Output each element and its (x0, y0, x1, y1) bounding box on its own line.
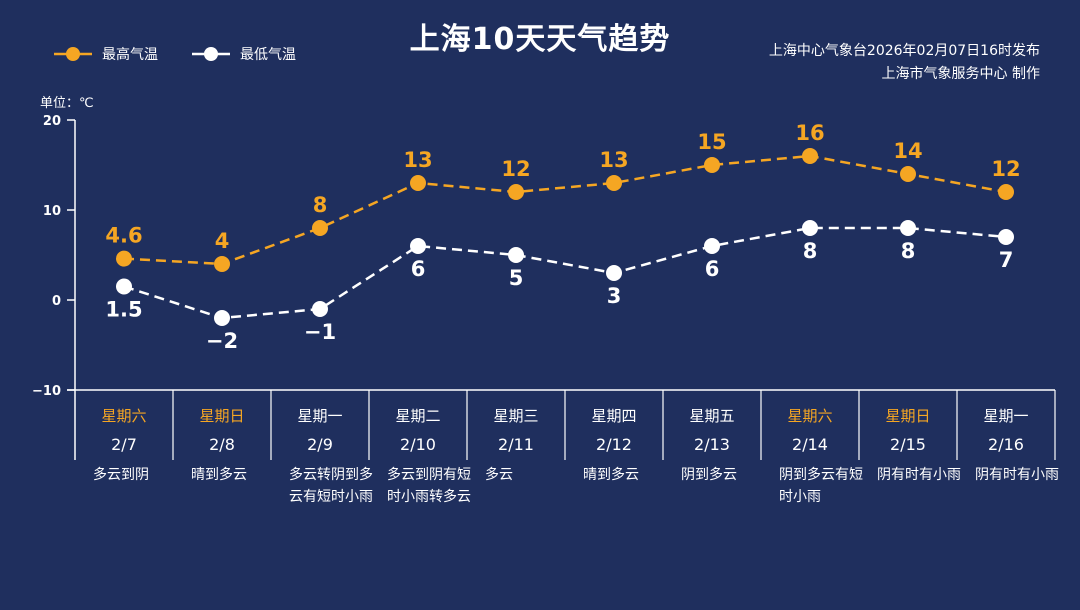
weekday-label: 星期五 (689, 407, 735, 425)
date-label: 2/15 (890, 435, 926, 454)
high-temp-point (410, 175, 426, 191)
low-temp-point (410, 238, 426, 254)
date-label: 2/12 (596, 435, 632, 454)
weekday-label: 星期一 (983, 407, 1029, 425)
issuer-line-1: 上海中心气象台2026年02月07日16时发布 (768, 43, 1040, 59)
legend-high-marker (54, 47, 92, 61)
high-temp-label: 13 (403, 148, 432, 172)
low-temp-point (998, 229, 1014, 245)
legend-high-temp: 最高气温 (52, 44, 158, 64)
issuer-line-2: 上海市气象服务中心 制作 (881, 66, 1040, 82)
weather-condition: 阴有时有小雨 (975, 467, 1059, 483)
low-temp-label: 6 (411, 257, 426, 281)
weekday-label: 星期日 (885, 407, 931, 425)
weekday-label: 星期二 (395, 407, 441, 425)
high-temp-point (998, 184, 1014, 200)
weather-condition: 阴到多云 (681, 467, 737, 483)
low-temp-label: −2 (206, 329, 238, 353)
high-temp-label: 15 (697, 130, 726, 154)
low-temp-label: 5 (509, 266, 524, 290)
high-temp-point (900, 166, 916, 182)
weekday-label: 星期三 (493, 407, 539, 425)
low-temp-point (312, 301, 328, 317)
low-temp-point (116, 278, 132, 295)
high-temp-label: 12 (991, 157, 1020, 181)
weather-condition: 多云到阴 (93, 467, 149, 483)
chart-title: 上海10天天气趋势 (409, 22, 671, 57)
y-tick-label: −10 (32, 384, 61, 399)
high-temp-point (508, 184, 524, 200)
date-label: 2/10 (400, 435, 436, 454)
weekday-label: 星期日 (199, 407, 245, 425)
date-label: 2/13 (694, 435, 730, 454)
low-temp-label: 8 (901, 239, 916, 263)
low-temp-line (123, 226, 1007, 320)
date-label: 2/8 (209, 435, 235, 454)
low-temp-label: 7 (999, 248, 1014, 272)
low-temp-point (704, 238, 720, 254)
legend-low-label: 最低气温 (240, 47, 296, 63)
low-temp-label: 8 (803, 239, 818, 263)
low-temp-point (900, 220, 916, 236)
date-label: 2/9 (307, 435, 333, 454)
weather-condition: 阴到多云有短时小雨 (779, 467, 863, 505)
weather-condition: 晴到多云 (191, 467, 247, 483)
low-temp-label: −1 (304, 320, 336, 344)
y-tick-label: 20 (43, 114, 61, 129)
high-temp-label: 8 (313, 193, 328, 217)
high-temp-label: 4.6 (105, 224, 142, 248)
legend-high-label: 最高气温 (102, 47, 158, 63)
weekday-label: 星期六 (787, 407, 833, 425)
date-label: 2/11 (498, 435, 534, 454)
date-label: 2/16 (988, 435, 1024, 454)
legend-low-marker (192, 47, 230, 61)
legend-low-temp: 最低气温 (190, 44, 296, 64)
date-label: 2/7 (111, 435, 137, 454)
unit-label: 单位：℃ (40, 96, 94, 111)
high-temp-point (214, 256, 230, 272)
low-temp-point (606, 265, 622, 281)
high-temp-point (606, 175, 622, 191)
low-temp-point (508, 247, 524, 263)
issuer-info: 上海中心气象台2026年02月07日16时发布 上海市气象服务中心 制作 (769, 40, 1040, 86)
low-temp-label: 3 (607, 284, 622, 308)
high-temp-label: 13 (599, 148, 628, 172)
high-temp-point (704, 157, 720, 173)
weather-condition: 多云转阴到多云有短时小雨 (289, 467, 373, 505)
high-temp-point (312, 220, 328, 236)
y-tick-label: 10 (43, 204, 61, 219)
weekday-label: 星期一 (297, 407, 343, 425)
high-temp-line (123, 154, 1007, 266)
low-temp-label: 6 (705, 257, 720, 281)
high-temp-label: 16 (795, 121, 824, 145)
low-temp-label: 1.5 (105, 298, 142, 322)
weather-condition: 阴有时有小雨 (877, 467, 961, 483)
high-temp-point (116, 250, 132, 267)
high-temp-label: 14 (893, 139, 922, 163)
date-label: 2/14 (792, 435, 828, 454)
low-temp-point (802, 220, 818, 236)
y-tick-label: 0 (52, 294, 61, 309)
low-temp-point (214, 310, 230, 326)
weather-condition: 晴到多云 (583, 467, 639, 483)
weather-condition: 多云到阴有短时小雨转多云 (387, 467, 471, 505)
weekday-label: 星期四 (591, 407, 637, 425)
high-temp-label: 12 (501, 157, 530, 181)
weekday-label: 星期六 (101, 407, 147, 425)
high-temp-point (802, 148, 818, 164)
high-temp-label: 4 (215, 229, 230, 253)
weather-condition: 多云 (485, 467, 513, 483)
